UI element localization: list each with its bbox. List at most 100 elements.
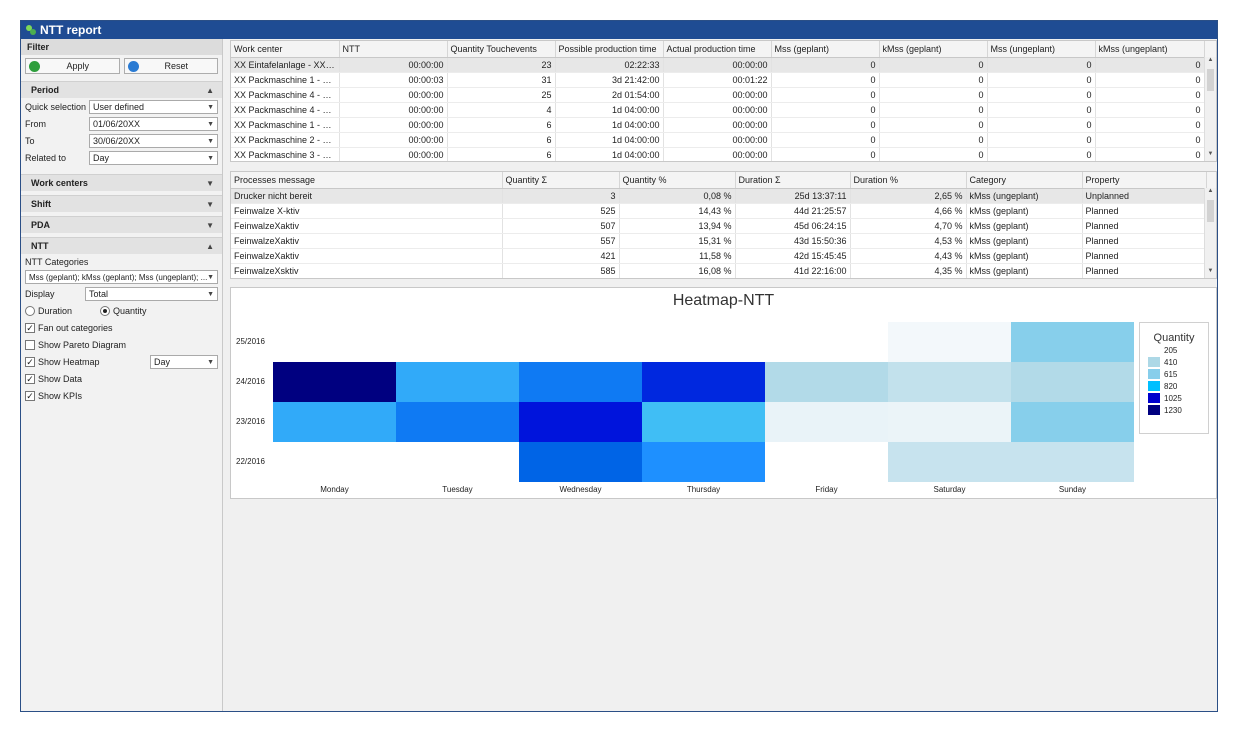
column-header[interactable]: Possible production time	[555, 41, 664, 58]
chevron-down-icon: ▼	[206, 220, 214, 230]
scroll-down-icon[interactable]: ▼	[1207, 268, 1214, 274]
table-row[interactable]: XX Packmaschine 1 - XXPa...00:00:03313d …	[231, 72, 1216, 88]
heatmap-cell[interactable]	[519, 362, 642, 402]
heatmap-cell[interactable]	[519, 402, 642, 442]
apply-button[interactable]: Apply	[25, 58, 120, 74]
table-row[interactable]: FeinwalzeXsktiv 585 16,08 % 41d 22:16:00 4,3…	[231, 263, 1216, 278]
fan-out-checkbox[interactable]: ✓	[25, 323, 35, 333]
heatmap-cell[interactable]	[519, 322, 642, 362]
heatmap-cell[interactable]	[642, 402, 765, 442]
table-cell: 6	[447, 147, 556, 161]
column-header[interactable]: Quantity Touchevents	[447, 41, 556, 58]
heatmap-cell[interactable]	[1011, 442, 1134, 482]
ntt-group-header[interactable]: NTT ▲	[21, 237, 222, 254]
table-cell: 0	[1095, 87, 1205, 103]
scroll-thumb[interactable]	[1207, 200, 1214, 222]
table-row[interactable]: Feinwalze X-ktiv 525 14,43 % 44d 21:25:57 4,…	[231, 203, 1216, 219]
heatmap-period-combo[interactable]: Day ▼	[150, 355, 218, 369]
column-header[interactable]: Duration %	[850, 172, 967, 189]
column-header[interactable]: Quantity Σ	[502, 172, 620, 189]
work-centers-group-header[interactable]: Work centers ▼	[21, 174, 222, 191]
legend-label: 1230	[1164, 405, 1182, 415]
scroll-up-icon[interactable]: ▲	[1207, 57, 1214, 63]
heatmap-cell[interactable]	[396, 402, 519, 442]
vertical-scrollbar[interactable]: ▲ ▼	[1204, 57, 1216, 161]
pda-group-header[interactable]: PDA ▼	[21, 216, 222, 233]
heatmap-cell[interactable]	[1011, 402, 1134, 442]
table-cell: 44d 21:25:57	[735, 203, 851, 219]
heatmap-cell[interactable]	[642, 322, 765, 362]
legend-item: 615	[1140, 368, 1208, 380]
heatmap-cell[interactable]	[765, 442, 888, 482]
heatmap-cell[interactable]	[765, 322, 888, 362]
display-combo[interactable]: Total ▼	[85, 287, 218, 301]
table-row[interactable]: XX Eintafelanlage - XX Eint...00:00:0023…	[231, 57, 1216, 73]
table-cell: 00:00:00	[339, 117, 448, 133]
ntt-categories-combo[interactable]: Mss (geplant); kMss (geplant); Mss (unge…	[25, 270, 218, 284]
quantity-radio[interactable]	[100, 306, 110, 316]
heatmap-cell[interactable]	[642, 362, 765, 402]
column-header[interactable]: Duration Σ	[735, 172, 851, 189]
heatmap-cell[interactable]	[519, 442, 642, 482]
heatmap-cell[interactable]	[396, 362, 519, 402]
reset-button[interactable]: Reset	[123, 58, 218, 74]
vertical-scrollbar[interactable]: ▲ ▼	[1204, 188, 1216, 278]
quick-selection-combo[interactable]: User defined ▼	[89, 100, 218, 114]
duration-radio-label: Duration	[38, 306, 73, 316]
scroll-down-icon[interactable]: ▼	[1207, 151, 1214, 157]
shift-group-header[interactable]: Shift ▼	[21, 195, 222, 212]
column-header[interactable]: Mss (geplant)	[771, 41, 880, 58]
heatmap-cell[interactable]	[642, 442, 765, 482]
column-header[interactable]: Mss (ungeplant)	[987, 41, 1096, 58]
column-header[interactable]: Processes message	[231, 172, 503, 189]
table-row[interactable]: FeinwalzeXaktiv 507 13,94 % 45d 06:24:15 4,7…	[231, 218, 1216, 234]
heatmap-cell[interactable]	[888, 442, 1011, 482]
column-header[interactable]: Category	[966, 172, 1083, 189]
heatmap-cell[interactable]	[888, 402, 1011, 442]
check-icon	[29, 60, 40, 72]
related-to-combo[interactable]: Day ▼	[89, 151, 218, 165]
table-row[interactable]: FeinwalzeXaktiv 421 11,58 % 42d 15:45:45 4,4…	[231, 248, 1216, 264]
table-cell: 00:00:00	[663, 147, 772, 161]
pareto-checkbox[interactable]	[25, 340, 35, 350]
table-cell: 23	[447, 57, 556, 73]
from-date-input[interactable]: 01/06/20XX ▼	[89, 117, 218, 131]
heatmap-cell[interactable]	[888, 362, 1011, 402]
heatmap-cell[interactable]	[396, 442, 519, 482]
column-header[interactable]: NTT	[339, 41, 448, 58]
table-row[interactable]: Drucker nicht bereit 3 0,08 % 25d 13:37:11 2…	[231, 188, 1216, 204]
heatmap-cell[interactable]	[273, 322, 396, 362]
show-kpis-checkbox[interactable]: ✓	[25, 391, 35, 401]
column-header[interactable]: Quantity %	[619, 172, 736, 189]
heatmap-cell[interactable]	[1011, 362, 1134, 402]
heatmap-cell[interactable]	[396, 322, 519, 362]
table-cell: 0	[987, 102, 1096, 118]
table-cell: 02:22:33	[555, 57, 664, 73]
show-data-checkbox[interactable]: ✓	[25, 374, 35, 384]
column-header[interactable]: Property	[1082, 172, 1207, 189]
table-row[interactable]: FeinwalzeXaktiv 557 15,31 % 43d 15:50:36 4,5…	[231, 233, 1216, 249]
heatmap-cell[interactable]	[273, 362, 396, 402]
scroll-up-icon[interactable]: ▲	[1207, 188, 1214, 194]
column-header[interactable]: Work center	[231, 41, 340, 58]
heatmap-cell[interactable]	[888, 322, 1011, 362]
to-date-input[interactable]: 30/06/20XX ▼	[89, 134, 218, 148]
period-group-header[interactable]: Period ▲	[21, 81, 222, 98]
y-tick-label: 22/2016	[236, 457, 265, 466]
duration-radio[interactable]	[25, 306, 35, 316]
table-row[interactable]: XX Packmaschine 4 - XXPa...00:00:00252d …	[231, 87, 1216, 103]
heatmap-cell[interactable]	[273, 402, 396, 442]
heatmap-cell[interactable]	[765, 402, 888, 442]
heatmap-checkbox[interactable]: ✓	[25, 357, 35, 367]
heatmap-cell[interactable]	[765, 362, 888, 402]
heatmap-cell[interactable]	[1011, 322, 1134, 362]
scroll-thumb[interactable]	[1207, 69, 1214, 91]
column-header[interactable]: kMss (ungeplant)	[1095, 41, 1205, 58]
heatmap-cell[interactable]	[273, 442, 396, 482]
column-header[interactable]: kMss (geplant)	[879, 41, 988, 58]
column-header[interactable]: Actual production time	[663, 41, 772, 58]
